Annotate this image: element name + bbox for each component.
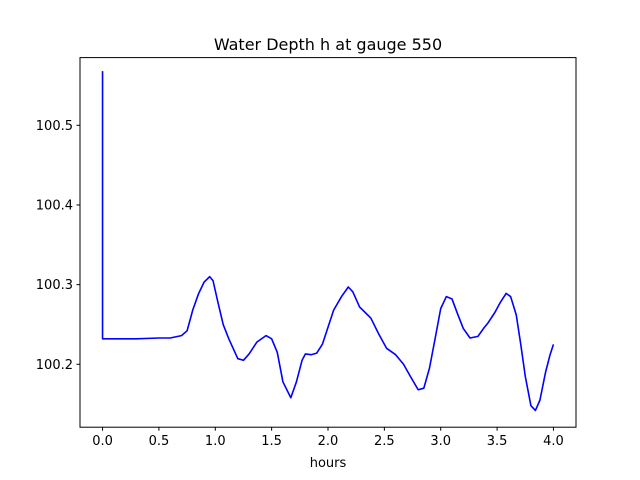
chart-title: Water Depth h at gauge 550 <box>214 35 442 54</box>
series-line-water-depth <box>101 71 555 412</box>
x-axis-label: hours <box>310 456 347 471</box>
x-tick-label: 3.0 <box>430 434 451 449</box>
y-tick-label: 100.4 <box>36 198 73 213</box>
x-tick-label: 0.5 <box>149 434 170 449</box>
x-tick-label: 1.0 <box>205 434 226 449</box>
y-tick-label: 100.5 <box>36 119 73 134</box>
x-tick-label: 1.5 <box>261 434 282 449</box>
x-tick-label: 2.0 <box>318 434 339 449</box>
y-tick-label: 100.3 <box>36 278 73 293</box>
x-tick-label: 2.5 <box>374 434 395 449</box>
x-tick-label: 4.0 <box>543 434 564 449</box>
x-tick-label: 3.5 <box>487 434 508 449</box>
x-axis: 0.0 0.5 1.0 1.5 2.0 2.5 3.0 3.5 4.0 <box>92 427 564 449</box>
y-axis: 100.2 100.3 100.4 100.5 <box>36 119 80 373</box>
x-tick-label: 0.0 <box>92 434 113 449</box>
y-tick-label: 100.2 <box>36 358 73 373</box>
